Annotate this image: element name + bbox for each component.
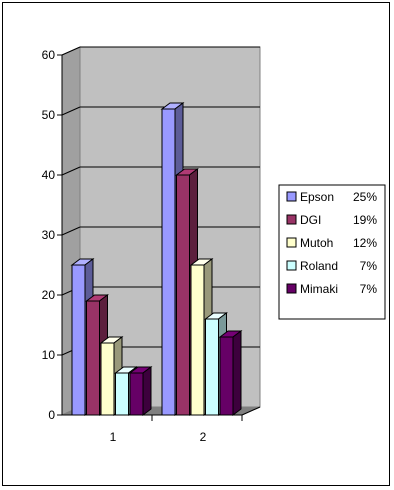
legend-box [278,184,386,320]
gridline-side [61,106,81,116]
y-tick-label: 60 [42,48,56,62]
y-tick-label: 30 [42,228,56,242]
legend-percent: 12% [353,236,377,250]
legend-percent: 7% [360,282,378,296]
bar-front [115,372,129,416]
bar-side [142,366,152,416]
gridline-side [61,46,81,56]
y-axis: 0 10 20 30 40 50 60 [42,48,63,422]
legend: Epson 25% DGI 19% Mutoh 12% Roland 7% Mimaki 7% [278,184,386,320]
legend-label: Mimaki [300,282,338,296]
bar-front [129,372,144,416]
bar-front [190,264,205,416]
bar [218,330,243,416]
legend-label: Epson [300,190,334,204]
y-tick-label: 20 [42,288,56,302]
bar-front [205,318,219,416]
legend-percent: 7% [360,259,378,273]
y-tick-label: 50 [42,108,56,122]
floor-edge [241,406,261,416]
bar-front [219,336,234,416]
legend-label: Roland [300,259,338,273]
legend-swatch [286,260,297,271]
legend-swatch [286,283,297,294]
gridline-side [61,226,81,236]
legend-swatch [286,237,297,248]
legend-label: Mutoh [300,236,333,250]
bars [70,102,243,416]
y-tick-label: 0 [48,408,55,422]
legend-swatch [286,214,297,225]
bar-side [232,330,242,416]
x-tick-label: 2 [200,430,207,444]
legend-percent: 25% [353,190,377,204]
bar-front [176,174,190,416]
gridline-side [61,166,81,176]
legend-label: DGI [300,213,321,227]
y-tick-label: 10 [42,348,56,362]
y-tick-label: 40 [42,168,56,182]
bar-front [161,108,176,416]
bar-front [100,342,115,416]
x-tick-label: 1 [110,430,117,444]
legend-percent: 19% [353,213,377,227]
bar-front [71,264,86,416]
legend-swatch [286,191,297,202]
bar-front [86,300,100,416]
bar [128,366,153,416]
